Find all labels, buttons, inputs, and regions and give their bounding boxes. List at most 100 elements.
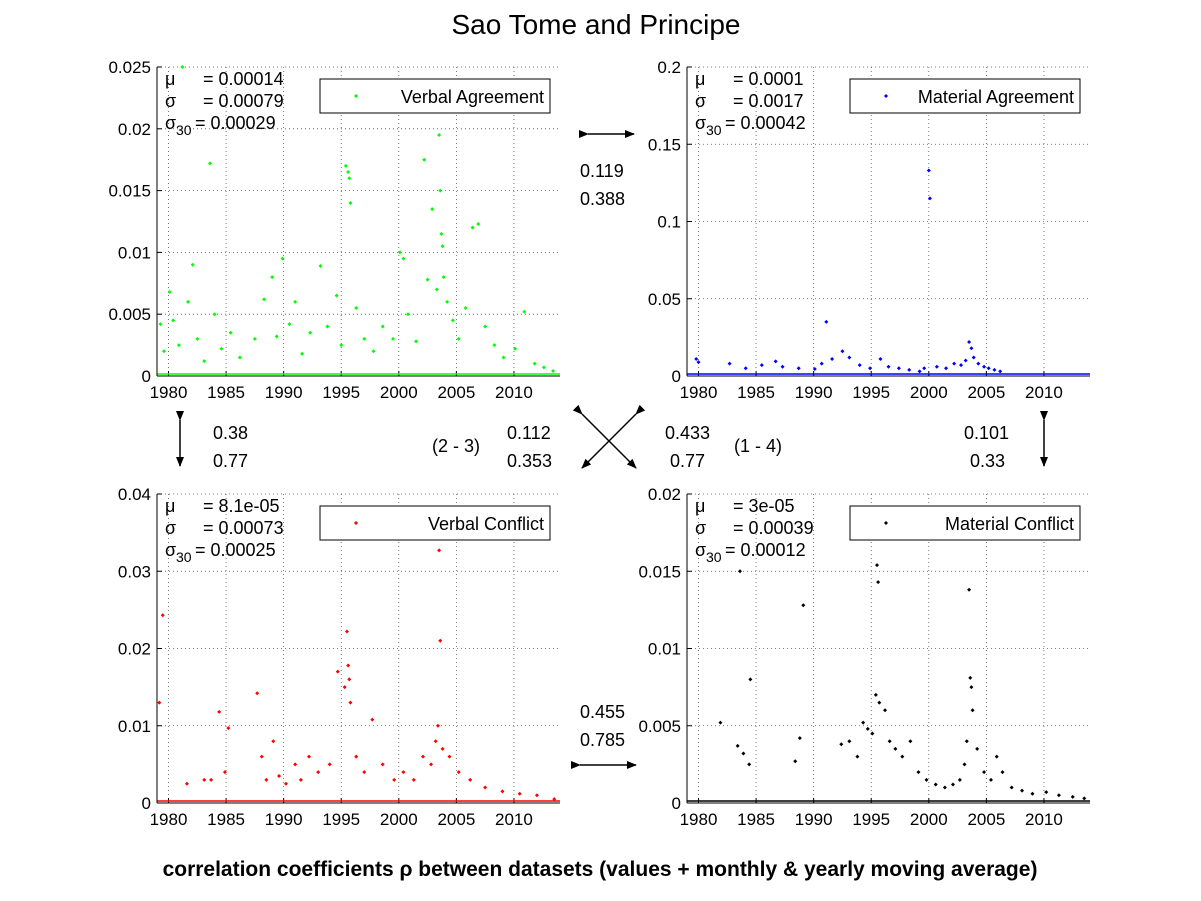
data-point — [190, 262, 195, 267]
data-point — [186, 299, 191, 304]
data-point — [439, 231, 444, 236]
data-point — [318, 263, 323, 268]
data-point — [968, 675, 973, 680]
data-point — [184, 781, 189, 786]
chart-panel-3: 1980 1985 1990 1995 2000 2005 2010 0 0.01 0.02 0.0… — [118, 485, 560, 829]
data-point — [830, 357, 835, 362]
diag14-corr-b: 0.77 — [670, 451, 705, 471]
data-point — [839, 742, 844, 747]
data-point — [500, 789, 505, 794]
data-point — [422, 157, 427, 162]
legend-label: Material Agreement — [918, 87, 1074, 107]
stat-mu-value: = 3e-05 — [733, 496, 795, 516]
data-point — [735, 743, 740, 748]
data-point — [743, 366, 748, 371]
data-point — [797, 736, 802, 741]
data-point — [274, 334, 279, 339]
stat-mu-symbol: μ — [695, 69, 705, 89]
x-tick-label: 2000 — [380, 383, 418, 402]
data-point — [801, 603, 806, 608]
correlation-annotations: 0.119 0.388 0.38 0.77 0.101 0.33 (2 - 3)… — [176, 130, 1048, 769]
stat-sigma-symbol: σ — [695, 91, 706, 111]
data-point — [982, 364, 987, 369]
top-corr-b: 0.388 — [580, 189, 625, 209]
data-point — [696, 360, 701, 365]
stat-sigma-symbol: σ — [165, 91, 176, 111]
data-point — [883, 708, 888, 713]
stat-sigma-value: = 0.00039 — [733, 518, 814, 538]
data-point — [1070, 794, 1075, 799]
x-tick-label: 1995 — [852, 810, 890, 829]
data-point — [316, 770, 321, 775]
x-tick-label: 1995 — [852, 383, 890, 402]
x-tick-label: 1995 — [322, 383, 360, 402]
y-tick-label: 0.01 — [118, 717, 151, 736]
data-point — [283, 781, 288, 786]
data-point — [335, 669, 340, 674]
data-point — [346, 663, 351, 668]
data-point — [219, 346, 224, 351]
chart-panel-2: 1980 1985 1990 1995 2000 2005 2010 0 0.05 0.1 0.15… — [648, 58, 1090, 402]
data-point — [887, 739, 892, 744]
y-tick-label: 0.01 — [118, 243, 151, 262]
stat-sigma30-subscript: 30 — [176, 122, 192, 138]
y-tick-label: 0.15 — [648, 135, 681, 154]
legend-box — [849, 78, 1081, 114]
y-tick-label: 0.01 — [648, 640, 681, 659]
stat-sigma30-value: = 0.00042 — [725, 113, 806, 133]
data-point — [380, 324, 385, 329]
y-tick-label: 0 — [142, 794, 151, 813]
data-point — [534, 793, 539, 798]
data-point — [347, 677, 352, 682]
data-point — [877, 700, 882, 705]
x-tick-label: 2005 — [437, 810, 475, 829]
stat-sigma-value: = 0.00079 — [203, 91, 284, 111]
data-point — [342, 685, 347, 690]
data-point — [971, 355, 976, 360]
data-point — [445, 299, 450, 304]
data-point — [780, 364, 785, 369]
data-point — [957, 777, 962, 782]
data-point — [513, 346, 518, 351]
chart-panel-4: 1980 1985 1990 1995 2000 2005 2010 0 0.005 0.01 0.… — [638, 485, 1090, 829]
x-tick-label: 1980 — [150, 383, 188, 402]
data-point — [429, 762, 434, 767]
data-point — [397, 250, 402, 255]
legend-marker — [354, 94, 358, 98]
legend-box — [849, 505, 1081, 541]
data-point — [1082, 796, 1087, 801]
stat-sigma30-subscript: 30 — [706, 122, 722, 138]
stat-sigma30-value: = 0.00029 — [195, 113, 276, 133]
data-point — [873, 692, 878, 697]
data-point — [440, 746, 445, 751]
x-tick-label: 1990 — [265, 383, 303, 402]
data-point — [160, 613, 165, 618]
data-point — [900, 754, 905, 759]
data-point — [970, 708, 975, 713]
y-tick-label: 0.1 — [657, 213, 681, 232]
data-point — [392, 777, 397, 782]
data-point — [917, 369, 922, 374]
data-point — [748, 677, 753, 682]
data-point — [437, 132, 442, 137]
data-point — [964, 739, 969, 744]
data-point — [874, 563, 879, 568]
right-corr-a: 0.101 — [964, 423, 1009, 443]
data-point — [441, 275, 446, 280]
stat-sigma-symbol: σ — [165, 518, 176, 538]
data-point — [222, 770, 227, 775]
x-tick-label: 1995 — [322, 810, 360, 829]
data-point — [942, 785, 947, 790]
y-tick-label: 0.05 — [648, 290, 681, 309]
data-point — [280, 256, 285, 261]
x-tick-label: 1985 — [737, 810, 775, 829]
data-point — [327, 762, 332, 767]
data-point — [819, 361, 824, 366]
x-tick-label: 1980 — [680, 383, 718, 402]
stat-sigma30-subscript: 30 — [176, 549, 192, 565]
data-point — [992, 367, 997, 372]
data-point — [456, 336, 461, 341]
y-tick-label: 0 — [672, 367, 681, 386]
data-point — [270, 275, 275, 280]
